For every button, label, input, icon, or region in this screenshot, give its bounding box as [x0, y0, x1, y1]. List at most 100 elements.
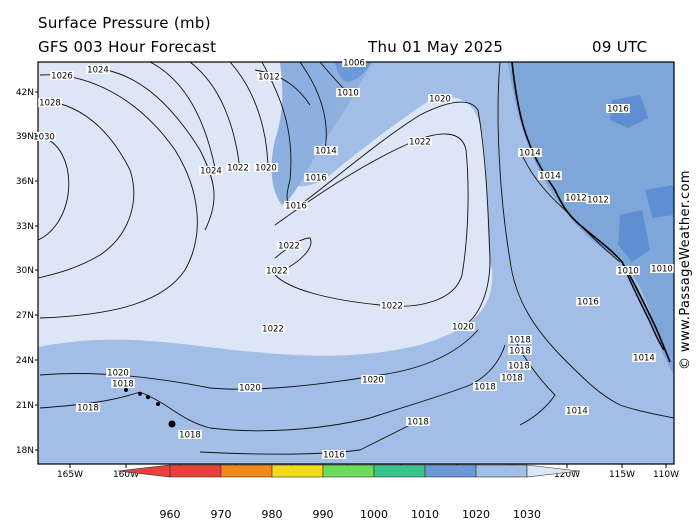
isobar-label: 1018 — [508, 362, 530, 372]
time-label: 09 UTC — [592, 38, 648, 56]
legend-swatch — [322, 464, 375, 478]
isobar-label-bg — [538, 171, 562, 180]
isobar-label-bg — [606, 104, 630, 113]
isobar-label-bg — [238, 383, 262, 392]
isobar-label-bg — [322, 450, 346, 459]
isobar-label-bg — [507, 361, 531, 370]
isobar-label-bg — [451, 322, 475, 331]
lat-tick-label: 24N — [16, 356, 34, 366]
isobar-label-bg — [564, 193, 588, 202]
isobar-label: 1030 — [33, 133, 55, 143]
isobar-label-bg — [111, 379, 135, 388]
inland-low-2 — [618, 210, 650, 262]
isobar-label: 1020 — [255, 164, 277, 174]
pressure-legend — [118, 464, 580, 478]
isobar-1022-inner — [274, 133, 469, 307]
date-label: Thu 01 May 2025 — [368, 38, 504, 56]
isobar-1020a — [229, 62, 269, 173]
lat-tick-label: 42N — [16, 88, 34, 98]
isobar-label: 1010 — [617, 267, 639, 277]
isobar-label-bg — [508, 346, 532, 355]
lon-tick-label: 115W — [609, 470, 635, 480]
isobar-label: 1018 — [509, 336, 531, 346]
lat-tick-label: 36N — [16, 177, 34, 187]
isobar-label: 1020 — [429, 95, 451, 105]
isobar-label: 1018 — [112, 380, 134, 390]
isobar-label-bg — [508, 335, 532, 344]
isobar-label: 1014 — [315, 147, 337, 157]
isobar-label-bg — [261, 324, 285, 333]
isobar-label-bg — [304, 173, 328, 182]
inland-low-3 — [645, 185, 674, 218]
isobar-label-bg — [473, 382, 497, 391]
isobar-label-bg — [265, 266, 289, 275]
isobar-label: 1012 — [258, 73, 280, 83]
isobar-label-bg — [199, 166, 223, 175]
coastline — [511, 62, 671, 363]
isobar-label: 1018 — [407, 418, 429, 428]
legend-label: 1020 — [462, 508, 490, 521]
isobar-label: 1018 — [509, 347, 531, 357]
isobar-1016 — [497, 62, 674, 419]
isobar-label: 1014 — [519, 149, 541, 159]
low-pressure-trough — [271, 62, 372, 205]
isobar-label: 1020 — [107, 369, 129, 379]
isobar-label: 1022 — [409, 138, 431, 148]
credit-text: © www.PassageWeather.com — [678, 170, 693, 370]
isobar-1012 — [254, 69, 311, 106]
isobar-label: 1010 — [337, 89, 359, 99]
legend-label: 960 — [159, 508, 181, 521]
legend-label: 1000 — [360, 508, 388, 521]
isobar-label-bg — [86, 65, 110, 74]
isobar-1018-coast — [514, 339, 556, 426]
isobar-label-bg — [106, 368, 130, 377]
baja-coastline — [621, 261, 665, 351]
isobar-label: 1006 — [343, 59, 365, 69]
isobar-label-bg — [565, 406, 589, 415]
isobar-label: 1020 — [239, 384, 261, 394]
isobar-label: 1026 — [51, 72, 73, 82]
isobar-label-bg — [632, 353, 656, 362]
isobar-label-bg — [500, 373, 524, 382]
isobar-label: 1028 — [39, 99, 61, 109]
isobar-label-bg — [428, 94, 452, 103]
isobar-label-bg — [314, 146, 338, 155]
isobar-1024a — [89, 67, 215, 231]
isobar-label-bg — [518, 148, 542, 157]
isobar-label: 1010 — [651, 265, 673, 275]
forecast-label: GFS 003 Hour Forecast — [38, 38, 217, 56]
isobar-1020-ridge — [299, 101, 491, 326]
isobar-1028 — [38, 99, 135, 279]
isobar-1018a — [39, 344, 506, 432]
isobar-label-bg — [650, 264, 674, 273]
isobar-label-bg — [76, 403, 100, 412]
baja-peninsula — [622, 262, 664, 350]
legend-arrow-low — [118, 464, 171, 478]
isobar-label: 1014 — [566, 407, 588, 417]
isobar-label: 1022 — [227, 164, 249, 174]
isobar-1014-coast — [519, 149, 621, 263]
legend-swatch — [373, 464, 426, 478]
isobar-label-bg — [406, 417, 430, 426]
isobar-label-bg — [616, 266, 640, 275]
high-pressure-region — [38, 62, 493, 356]
isobar-label-bg — [254, 163, 278, 172]
isobar-1022a — [189, 62, 241, 171]
lon-tick-label: 120W — [554, 470, 580, 480]
isobar-label-bg — [408, 137, 432, 146]
isobar-label: 1016 — [577, 298, 599, 308]
isobar-label-bg — [284, 201, 308, 210]
isobar-label-bg — [576, 297, 600, 306]
isobar-label-bg — [586, 195, 610, 204]
isobar-label: 1016 — [323, 451, 345, 461]
legend-swatch — [424, 464, 477, 478]
legend-label: 980 — [261, 508, 283, 521]
isobar-label-bg — [38, 98, 62, 107]
isobar-1022-small — [274, 237, 312, 273]
lat-tick-label: 30N — [16, 266, 34, 276]
isobar-1026 — [39, 74, 198, 319]
isobar-label: 1020 — [452, 323, 474, 333]
land-region — [508, 62, 674, 375]
isobar-label: 1012 — [565, 194, 587, 204]
